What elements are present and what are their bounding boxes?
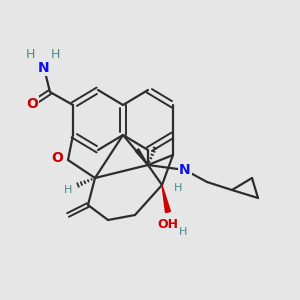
Text: O: O	[26, 97, 38, 111]
Text: H: H	[25, 49, 35, 62]
Polygon shape	[162, 185, 170, 212]
Text: H: H	[50, 49, 60, 62]
Text: N: N	[179, 163, 191, 177]
Text: H: H	[179, 227, 187, 237]
Text: H: H	[174, 183, 182, 193]
Text: O: O	[51, 151, 63, 165]
Text: H: H	[64, 185, 72, 195]
Polygon shape	[135, 149, 148, 165]
Text: OH: OH	[158, 218, 178, 232]
Text: N: N	[38, 61, 50, 75]
